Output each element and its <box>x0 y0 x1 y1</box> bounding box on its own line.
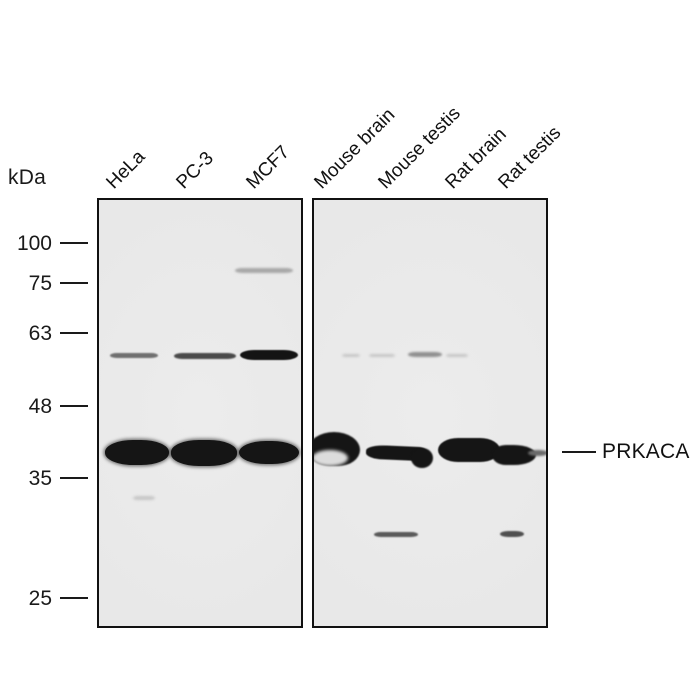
marker-75: 75 <box>4 270 88 296</box>
marker-35: 35 <box>4 465 88 491</box>
band-rat-testis-40kda <box>492 445 536 465</box>
marker-label: 100 <box>16 231 52 255</box>
band-rat-testis-40kda-tail <box>528 450 546 456</box>
band-mouse-brain-saturated-core <box>314 450 348 466</box>
band-rat-brain-57kda-tail <box>446 354 468 357</box>
lane-label-hela: HeLa <box>102 146 150 194</box>
membrane-background <box>314 200 546 626</box>
marker-label: 35 <box>28 466 52 490</box>
band-mouse-testis-57kda <box>369 354 395 357</box>
band-mcf7-40kda <box>239 441 299 464</box>
band-pc3-40kda <box>171 440 237 466</box>
band-hela-57kda <box>110 353 158 358</box>
marker-tick-icon <box>60 332 88 334</box>
marker-63: 63 <box>4 320 88 346</box>
blot-panel-left <box>97 198 303 628</box>
protein-annotation: PRKACA <box>562 440 690 464</box>
marker-100: 100 <box>4 230 88 256</box>
band-mouse-testis-40kda-hook <box>411 448 433 468</box>
band-rat-brain-40kda <box>438 438 500 462</box>
marker-label: 75 <box>28 271 52 295</box>
annotation-leader-line-icon <box>562 451 596 453</box>
marker-label: 25 <box>28 586 52 610</box>
marker-tick-icon <box>60 242 88 244</box>
kda-axis-caption: kDa <box>8 166 46 189</box>
membrane-background <box>99 200 301 626</box>
band-mouse-testis-30kda <box>374 532 418 537</box>
marker-25: 25 <box>4 585 88 611</box>
marker-tick-icon <box>60 597 88 599</box>
marker-label: 63 <box>28 321 52 345</box>
protein-name-label: PRKACA <box>602 440 690 463</box>
band-mouse-brain-57kda <box>342 354 360 357</box>
band-hela-33kda <box>133 496 155 500</box>
lane-label-pc3: PC-3 <box>172 147 218 194</box>
band-mcf7-57kda <box>240 350 298 360</box>
band-pc3-57kda <box>174 353 236 359</box>
marker-label: 48 <box>28 394 52 418</box>
band-rat-testis-30kda <box>500 531 524 537</box>
band-rat-brain-57kda <box>408 352 442 357</box>
marker-tick-icon <box>60 282 88 284</box>
blot-panel-right <box>312 198 548 628</box>
marker-tick-icon <box>60 405 88 407</box>
marker-48: 48 <box>4 393 88 419</box>
marker-tick-icon <box>60 477 88 479</box>
band-mcf7-80kda <box>235 268 293 273</box>
band-hela-40kda <box>105 440 169 465</box>
lane-label-mcf7: MCF7 <box>242 141 294 194</box>
